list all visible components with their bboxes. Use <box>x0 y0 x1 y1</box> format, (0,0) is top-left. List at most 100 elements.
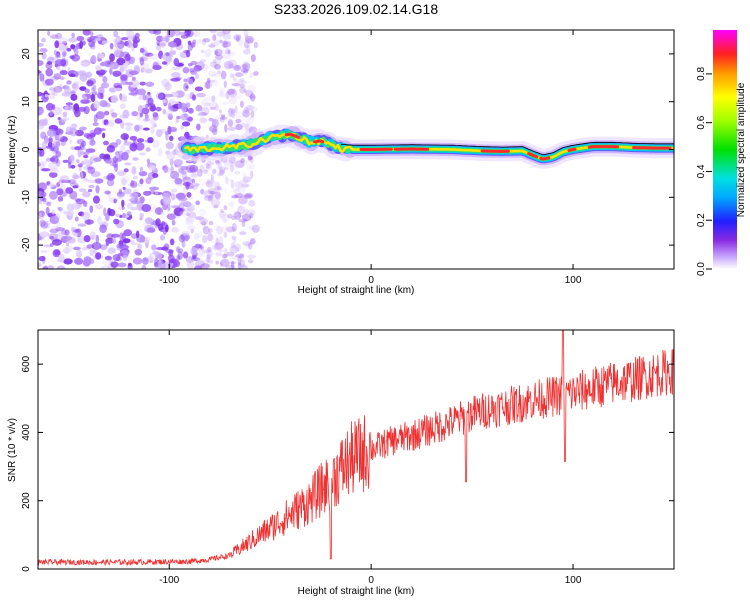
noise-blob <box>74 48 79 57</box>
noise-blob <box>213 204 219 209</box>
noise-blob <box>242 70 248 74</box>
noise-blob <box>119 94 128 103</box>
noise-blob <box>241 264 248 269</box>
noise-blob <box>244 192 254 199</box>
noise-blob <box>178 234 186 243</box>
noise-blob <box>165 141 174 150</box>
heatmap-layer <box>38 30 674 269</box>
x-tick-label: 100 <box>565 575 582 586</box>
noise-blob <box>242 114 252 124</box>
noise-blob <box>192 182 196 186</box>
noise-blob <box>101 220 108 225</box>
noise-blob <box>66 203 74 212</box>
noise-blob <box>38 255 46 262</box>
noise-blob <box>86 166 93 170</box>
noise-blob <box>129 180 138 189</box>
noise-blob <box>153 30 162 35</box>
noise-blob <box>54 40 60 49</box>
noise-blob <box>104 255 113 261</box>
noise-blob <box>219 36 223 43</box>
noise-blob <box>157 147 163 157</box>
noise-blob <box>105 159 112 164</box>
noise-blob <box>186 215 192 223</box>
noise-blob <box>231 195 239 199</box>
noise-blob <box>105 123 115 127</box>
noise-blob <box>243 88 247 93</box>
noise-blob <box>80 61 90 67</box>
noise-blob <box>172 128 176 132</box>
noise-blob <box>228 88 237 98</box>
noise-blob <box>228 96 238 105</box>
noise-blob <box>208 80 212 84</box>
noise-blob <box>160 211 165 216</box>
noise-blob <box>107 172 115 181</box>
snr-ticks: -100 0 100 0 200 400 600 <box>21 330 674 586</box>
noise-blob <box>98 73 104 78</box>
noise-blob <box>121 206 125 210</box>
noise-blob <box>240 228 246 234</box>
noise-blob <box>91 87 95 92</box>
y-tick-label: -10 <box>21 190 32 205</box>
noise-blob <box>123 229 133 237</box>
noise-blob <box>121 178 127 186</box>
noise-blob <box>41 37 46 43</box>
snr-ylabel: SNR (10 * v/v) <box>7 418 18 482</box>
noise-blob <box>95 204 103 210</box>
noise-blob <box>173 58 180 66</box>
noise-blob <box>209 100 218 110</box>
noise-blob <box>207 252 212 260</box>
noise-blob <box>196 92 206 98</box>
noise-blob <box>188 78 194 85</box>
colorbar-tick-label: 0.4 <box>696 164 707 178</box>
noise-blob <box>215 237 219 246</box>
noise-blob <box>227 59 237 69</box>
noise-blob <box>94 178 104 184</box>
noise-blob <box>155 45 161 51</box>
noise-blob <box>214 159 221 164</box>
noise-blob <box>214 191 221 200</box>
noise-blob <box>38 210 46 217</box>
noise-blob <box>74 257 84 265</box>
noise-blob <box>130 200 141 205</box>
noise-blob <box>65 102 74 106</box>
noise-blob <box>82 30 91 36</box>
noise-blob <box>110 62 114 71</box>
noise-blob <box>90 170 101 178</box>
noise-blob <box>114 163 118 172</box>
y-tick-label: 10 <box>21 96 32 108</box>
noise-blob <box>131 166 137 175</box>
noise-blob <box>148 253 154 261</box>
noise-blob <box>82 159 91 165</box>
noise-blob <box>78 188 87 193</box>
noise-blob <box>245 104 254 111</box>
noise-blob <box>204 81 213 90</box>
noise-blob <box>183 78 188 83</box>
noise-blob <box>203 195 213 201</box>
noise-blob <box>95 234 100 244</box>
noise-blob <box>56 181 60 188</box>
noise-blob <box>49 190 58 200</box>
noise-blob <box>215 260 219 265</box>
noise-blob <box>235 80 241 89</box>
noise-blob <box>58 253 65 263</box>
y-tick-label: -20 <box>21 237 32 252</box>
noise-blob <box>170 77 181 82</box>
noise-blob <box>250 156 254 164</box>
noise-blob <box>56 188 64 196</box>
noise-blob <box>243 107 250 114</box>
noise-blob <box>91 242 102 250</box>
noise-blob <box>38 106 44 116</box>
noise-blob <box>233 76 237 82</box>
noise-blob <box>171 219 176 226</box>
noise-blob <box>119 93 123 101</box>
noise-blob <box>168 41 177 48</box>
noise-blob <box>214 244 223 251</box>
noise-blob <box>239 80 249 84</box>
noise-blob <box>47 141 53 148</box>
noise-blob <box>211 190 215 197</box>
ridge-outline <box>340 141 674 156</box>
noise-blob <box>238 196 248 205</box>
noise-blob <box>217 161 222 170</box>
noise-blob <box>94 37 102 42</box>
